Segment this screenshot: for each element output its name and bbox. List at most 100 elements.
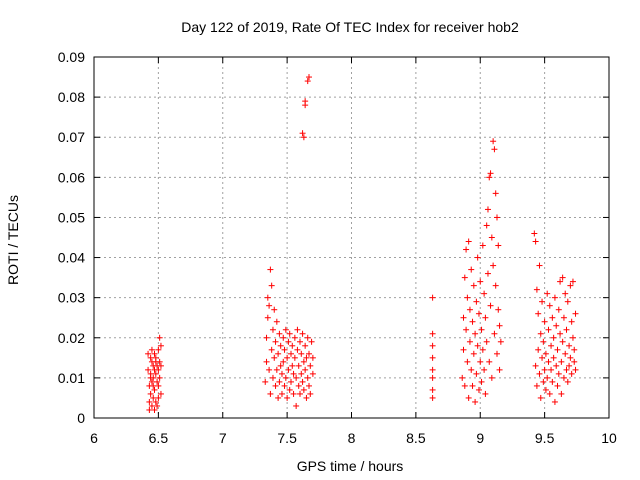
data-point <box>463 246 470 253</box>
data-point <box>147 374 154 381</box>
data-point <box>479 346 486 353</box>
data-point <box>492 282 499 289</box>
data-point <box>280 358 287 365</box>
data-point <box>267 266 274 273</box>
data-point <box>541 366 548 373</box>
data-point <box>289 362 296 369</box>
data-point <box>300 386 307 393</box>
data-point <box>295 362 302 369</box>
data-point <box>295 382 302 389</box>
data-point <box>268 346 275 353</box>
data-point <box>304 78 311 85</box>
data-point <box>273 366 280 373</box>
data-point <box>298 350 305 357</box>
data-point <box>470 350 477 357</box>
data-point <box>566 362 573 369</box>
data-point <box>539 354 546 361</box>
data-point <box>290 390 297 397</box>
x-axis-label: GPS time / hours <box>297 458 404 474</box>
data-point <box>469 382 476 389</box>
data-point <box>481 366 488 373</box>
data-point <box>562 350 569 357</box>
data-point <box>263 358 270 365</box>
data-point <box>553 322 560 329</box>
data-point <box>488 234 495 241</box>
data-point <box>429 342 436 349</box>
data-points <box>145 74 579 413</box>
data-point <box>148 346 155 353</box>
data-point <box>285 366 292 373</box>
data-point <box>299 378 306 385</box>
data-point <box>463 326 470 333</box>
data-point <box>268 282 275 289</box>
data-point <box>554 382 561 389</box>
data-point <box>568 318 575 325</box>
y-tick-label: 0.04 <box>58 250 85 266</box>
data-point <box>294 326 301 333</box>
data-point <box>544 290 551 297</box>
data-point <box>429 366 436 373</box>
data-point <box>533 286 540 293</box>
data-point <box>148 378 155 385</box>
data-point <box>269 374 276 381</box>
data-point <box>553 362 560 369</box>
data-point <box>264 294 271 301</box>
data-point <box>304 334 311 341</box>
data-point <box>287 378 294 385</box>
data-point <box>429 374 436 381</box>
data-point <box>303 354 310 361</box>
data-point <box>281 382 288 389</box>
data-point <box>533 382 540 389</box>
data-point <box>262 378 269 385</box>
data-point <box>539 298 546 305</box>
data-point <box>567 354 574 361</box>
data-point <box>300 358 307 365</box>
data-point <box>263 334 270 341</box>
data-point <box>285 338 292 345</box>
data-point <box>464 358 471 365</box>
data-point <box>306 382 313 389</box>
data-point <box>470 282 477 289</box>
data-point <box>546 302 553 309</box>
data-point <box>536 370 543 377</box>
x-tick-label: 8 <box>348 430 356 446</box>
data-point <box>465 394 472 401</box>
data-point <box>461 274 468 281</box>
data-point <box>475 310 482 317</box>
data-point <box>308 338 315 345</box>
data-point <box>461 382 468 389</box>
data-point <box>277 362 284 369</box>
data-point <box>287 350 294 357</box>
data-point <box>560 314 567 321</box>
data-point <box>532 362 539 369</box>
data-point <box>478 378 485 385</box>
data-point <box>297 338 303 345</box>
data-point <box>298 370 305 377</box>
data-point <box>560 374 567 381</box>
data-point <box>284 394 291 401</box>
data-point <box>483 222 490 229</box>
data-point <box>559 338 566 345</box>
data-point <box>492 190 499 197</box>
data-point <box>429 330 436 337</box>
data-point <box>155 382 162 389</box>
data-point <box>155 366 162 373</box>
data-point <box>275 394 282 401</box>
data-point <box>472 330 479 337</box>
data-point <box>302 102 309 109</box>
x-tick-label: 8.5 <box>406 430 426 446</box>
data-point <box>550 354 557 361</box>
data-point <box>537 330 544 337</box>
data-point <box>495 242 502 249</box>
data-point <box>545 326 552 333</box>
data-point <box>562 290 569 297</box>
data-point <box>306 350 313 357</box>
y-tick-label: 0 <box>77 410 85 426</box>
data-point <box>307 390 314 397</box>
data-point <box>537 394 544 401</box>
data-point <box>303 394 310 401</box>
x-tick-label: 9 <box>476 430 484 446</box>
data-point <box>473 298 480 305</box>
data-point <box>479 242 486 249</box>
